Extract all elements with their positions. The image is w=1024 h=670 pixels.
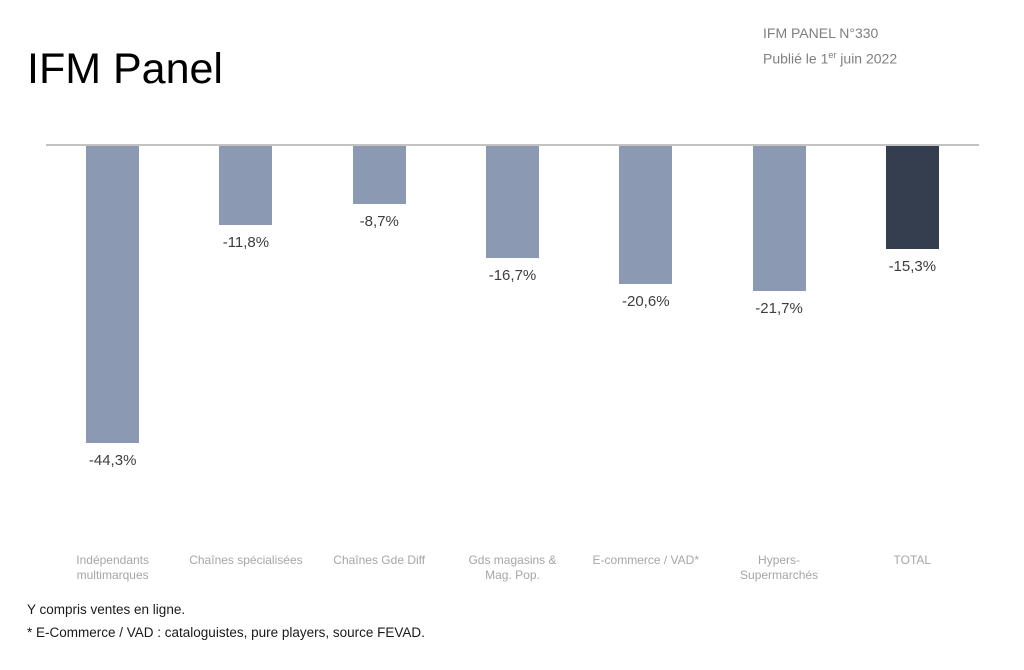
bar bbox=[485, 146, 539, 258]
data-label: -11,8% bbox=[222, 234, 270, 252]
bar bbox=[86, 146, 140, 443]
publish-date: Publié le 1er juin 2022 bbox=[763, 44, 897, 70]
category-label: Indépendants multimarques bbox=[76, 553, 149, 582]
bar bbox=[352, 146, 406, 205]
data-label: -8,7% bbox=[359, 213, 399, 231]
bar-column: -21,7% bbox=[712, 146, 845, 317]
category-label: Hypers-Supermarchés bbox=[740, 553, 819, 582]
publish-date-ordinal: er bbox=[828, 50, 837, 60]
bar bbox=[752, 146, 806, 292]
page-title: IFM Panel bbox=[27, 45, 223, 93]
publish-date-suffix: juin 2022 bbox=[836, 50, 898, 67]
bar bbox=[619, 146, 673, 284]
footnote-line-1: Y compris ventes en ligne. bbox=[27, 602, 186, 617]
category-label: Chaînes Gde Diff bbox=[333, 553, 426, 567]
category-axis-labels: Indépendants multimarques Chaînes spécial… bbox=[46, 553, 979, 583]
report-meta: IFM PANEL N°330 Publié le 1er juin 2022 bbox=[763, 22, 897, 70]
category-label: Gds magasins & Mag. Pop. bbox=[468, 553, 557, 582]
category-label: E-commerce / VAD* bbox=[592, 553, 699, 567]
report-number: IFM PANEL N°330 bbox=[763, 25, 879, 41]
data-label: -20,6% bbox=[622, 293, 670, 310]
bar-column: -44,3% bbox=[46, 146, 179, 469]
data-label: -15,3% bbox=[888, 257, 937, 275]
publish-date-prefix: Publié le 1 bbox=[763, 50, 829, 67]
footnote-line-2: * E-Commerce / VAD : cataloguistes, pure… bbox=[27, 625, 425, 640]
data-label: -16,7% bbox=[488, 266, 537, 284]
bar-column: -11,8% bbox=[179, 146, 312, 251]
category-label: Chaînes spécialisées bbox=[189, 553, 303, 567]
footnotes: Y compris ventes en ligne. * E-Commerce … bbox=[27, 598, 425, 644]
bar-chart: -44,3% -11,8% -8,7% -16,7% -20,6% -21,7% -15,3… bbox=[46, 146, 979, 469]
bar bbox=[219, 146, 273, 226]
category-label: TOTAL bbox=[893, 553, 932, 567]
bar-column: -20,6% bbox=[579, 146, 712, 310]
bar-column: -8,7% bbox=[313, 146, 446, 230]
bar-column: -15,3% bbox=[846, 146, 979, 275]
bar-total bbox=[885, 146, 939, 249]
chart-baseline-axis bbox=[46, 144, 979, 146]
data-label: -21,7% bbox=[755, 300, 803, 318]
data-label: -44,3% bbox=[88, 451, 137, 469]
bar-column: -16,7% bbox=[446, 146, 579, 284]
